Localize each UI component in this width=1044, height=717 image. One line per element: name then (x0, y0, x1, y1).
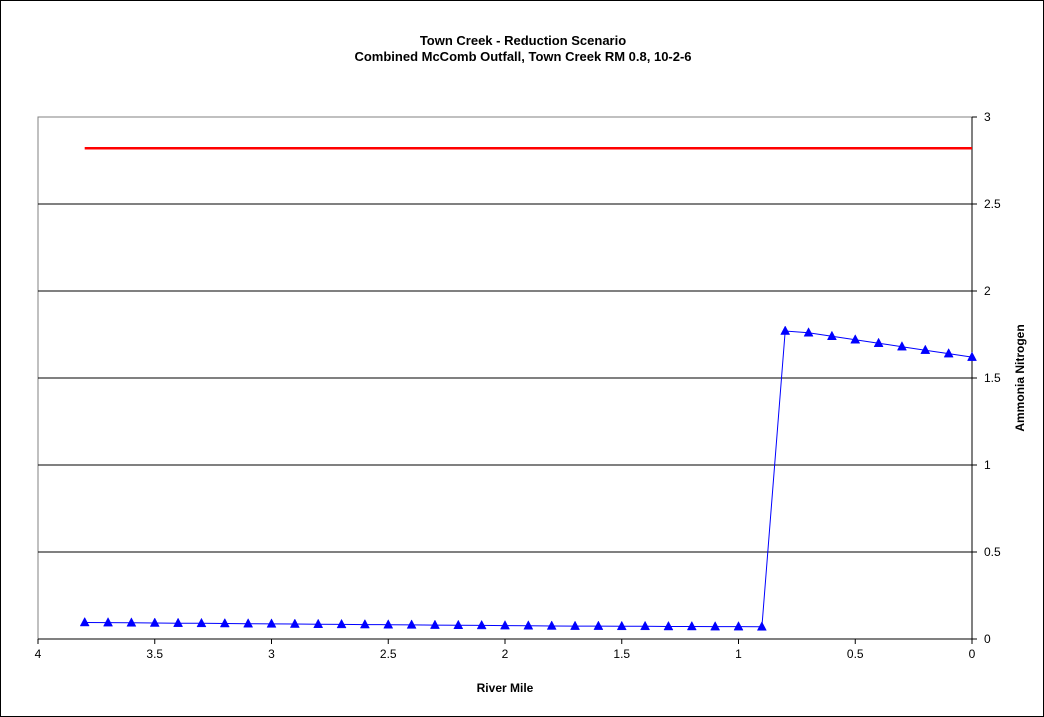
series-0-marker (967, 351, 977, 361)
series-layer (79, 147, 977, 631)
series-0-marker (406, 619, 417, 629)
series-0-marker (920, 344, 931, 354)
x-tick-label: 1.5 (613, 647, 630, 661)
series-0-marker (173, 617, 184, 627)
series-0-marker (803, 327, 814, 337)
x-tick-label: 2.5 (380, 647, 397, 661)
series-0-marker (266, 618, 277, 628)
series-0-marker (943, 348, 954, 358)
x-tick-label: 2 (502, 647, 509, 661)
series-0-marker (663, 620, 674, 631)
y-tick-label: 1.5 (984, 371, 1001, 385)
x-tick-label: 4 (35, 647, 42, 661)
y-tick-label: 0.5 (984, 545, 1001, 559)
series-0-marker (79, 616, 90, 627)
series-0-marker (500, 620, 510, 630)
series-0-marker (476, 619, 487, 630)
series-0-marker (289, 618, 300, 628)
series-0-marker (313, 618, 324, 628)
series-0-marker (383, 619, 394, 629)
x-tick-label: 3.5 (146, 647, 163, 661)
series-0-marker (336, 618, 347, 629)
series-0-marker (126, 617, 137, 627)
y-axis-label: Ammonia Nitrogen (1013, 324, 1027, 431)
series-0-marker (850, 334, 861, 344)
y-tick-label: 0 (984, 632, 991, 646)
series-0-marker (430, 619, 440, 629)
series-0-marker (710, 621, 721, 631)
gridlines (38, 203, 972, 553)
series-0-marker (453, 619, 464, 630)
series-0-marker (546, 620, 557, 630)
x-tick-label: 1 (735, 647, 742, 661)
series-0-marker (219, 617, 230, 628)
series-0-marker (686, 620, 697, 631)
chart-subtitle: Combined McComb Outfall, Town Creek RM 0… (354, 49, 692, 64)
x-tick-label: 3 (268, 647, 275, 661)
y-tick-label: 2.5 (984, 197, 1001, 211)
x-tick-label: 0.5 (847, 647, 864, 661)
series-0-marker (873, 337, 884, 347)
series-0-marker (149, 617, 160, 627)
series-0-marker (359, 619, 370, 629)
series-0-marker (640, 620, 651, 631)
series-0-marker (523, 620, 534, 630)
series-0-marker (616, 620, 627, 631)
series-0-marker (780, 325, 791, 335)
y-tick-label: 3 (984, 110, 991, 124)
series-0-marker (826, 330, 837, 340)
y-tick-label: 1 (984, 458, 991, 472)
series-0-marker (570, 620, 580, 630)
chart-title: Town Creek - Reduction Scenario (419, 33, 627, 48)
series-0-marker (733, 621, 744, 631)
series-0-marker (196, 617, 207, 628)
x-tick-label: 0 (969, 647, 976, 661)
series-0-marker (243, 618, 254, 628)
y-tick-label: 2 (984, 284, 991, 298)
axes: 0 0.5 1 1.5 2 2.5 3 4 3.5 3 2.5 2 1.5 1 0.5 0 (35, 110, 1001, 661)
x-axis-label: River Mile (477, 681, 534, 695)
series-0-marker (103, 617, 113, 627)
series-0-marker (756, 621, 767, 631)
series-0-marker (593, 620, 604, 630)
series-0-marker (897, 341, 907, 351)
